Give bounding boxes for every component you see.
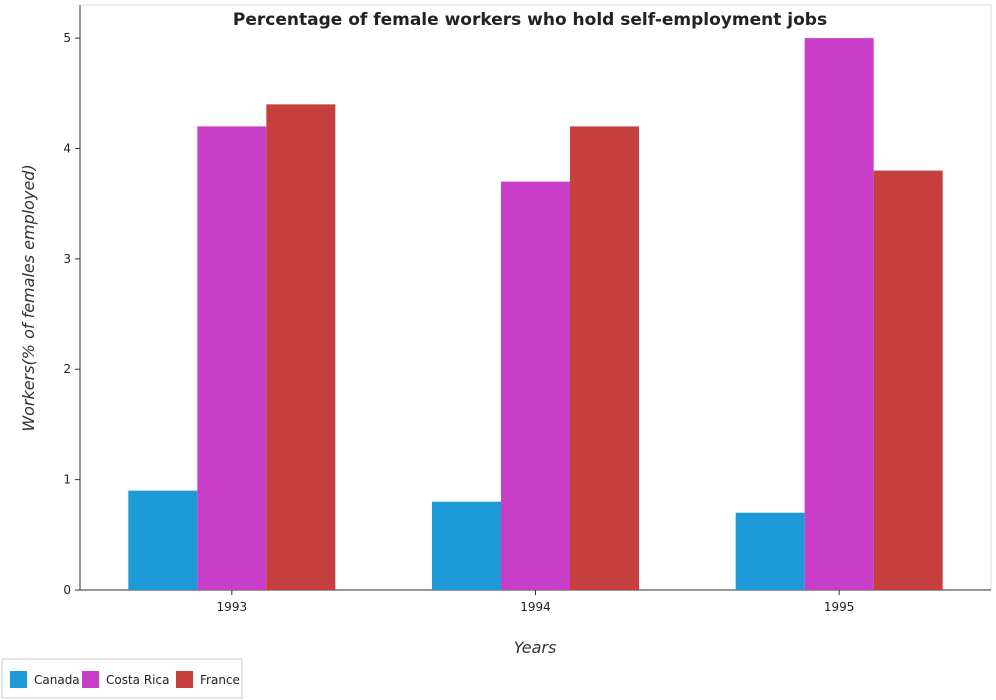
y-tick-label: 5 [63, 31, 71, 45]
bar-canada-1993 [128, 490, 198, 590]
legend-label-canada: Canada [34, 673, 80, 687]
bar-canada-1994 [432, 501, 501, 590]
bar-france-1993 [266, 104, 336, 590]
x-tick-label: 1994 [520, 600, 551, 614]
bars [128, 38, 943, 591]
x-tick-label: 1995 [824, 600, 855, 614]
x-axis-label: Years [514, 638, 557, 657]
y-tick-label: 1 [63, 473, 71, 487]
legend: Canada Costa Rica France [1, 658, 243, 699]
y-tick-label: 3 [63, 252, 71, 266]
bar-costa-rica-1994 [501, 181, 570, 591]
bar-canada-1995 [735, 512, 805, 590]
y-axis-label: Workers(% of females employed) [19, 164, 38, 431]
chart-title: Percentage of female workers who hold se… [233, 10, 827, 30]
plot-area: 0 1 2 3 4 5 1993 1994 1995 [63, 4, 992, 614]
x-axis: 1993 1994 1995 [80, 589, 991, 614]
legend-swatch-france [176, 671, 193, 688]
y-axis: 0 1 2 3 4 5 [63, 5, 81, 597]
legend-box [1, 658, 243, 699]
y-tick-label: 0 [63, 583, 71, 597]
bar-france-1994 [570, 126, 639, 590]
legend-swatch-canada [10, 671, 27, 688]
bar-costa-rica-1995 [804, 38, 874, 590]
bar-costa-rica-1993 [197, 126, 267, 590]
y-tick-label: 4 [63, 141, 71, 155]
legend-swatch-costa-rica [82, 671, 99, 688]
x-tick-label: 1993 [217, 600, 248, 614]
y-tick-label: 2 [63, 362, 71, 376]
legend-label-costa-rica: Costa Rica [106, 673, 169, 687]
legend-label-france: France [200, 673, 240, 687]
bar-france-1995 [873, 170, 943, 590]
